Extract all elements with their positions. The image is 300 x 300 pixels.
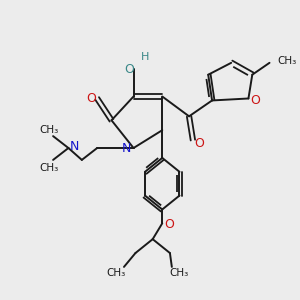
Text: CH₃: CH₃ [40, 163, 59, 173]
Text: N: N [122, 142, 131, 154]
Text: O: O [164, 218, 174, 231]
Text: CH₃: CH₃ [40, 125, 59, 135]
Text: O: O [250, 94, 260, 107]
Text: N: N [70, 140, 79, 152]
Text: O: O [86, 92, 96, 105]
Text: O: O [195, 136, 205, 150]
Text: CH₃: CH₃ [107, 268, 126, 278]
Text: CH₃: CH₃ [277, 56, 296, 66]
Text: H: H [141, 52, 149, 62]
Text: O: O [124, 63, 134, 76]
Text: CH₃: CH₃ [170, 268, 189, 278]
